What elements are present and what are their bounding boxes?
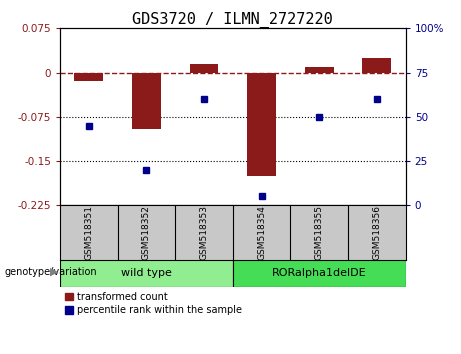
Bar: [305, 67, 334, 73]
Bar: [74, 73, 103, 81]
Bar: [247, 73, 276, 176]
Text: RORalpha1delDE: RORalpha1delDE: [272, 268, 366, 279]
Bar: [60, 260, 233, 287]
Legend: transformed count, percentile rank within the sample: transformed count, percentile rank withi…: [65, 292, 242, 315]
Text: wild type: wild type: [121, 268, 172, 279]
Text: GSM518351: GSM518351: [84, 205, 93, 260]
Text: GSM518352: GSM518352: [142, 205, 151, 260]
Title: GDS3720 / ILMN_2727220: GDS3720 / ILMN_2727220: [132, 12, 333, 28]
Bar: [132, 73, 161, 129]
Bar: [362, 58, 391, 73]
Bar: [189, 64, 219, 73]
Bar: [233, 260, 406, 287]
Text: GSM518354: GSM518354: [257, 205, 266, 260]
Text: GSM518356: GSM518356: [372, 205, 381, 260]
Text: ▶: ▶: [50, 267, 59, 277]
Text: genotype/variation: genotype/variation: [5, 267, 97, 277]
Text: GSM518355: GSM518355: [315, 205, 324, 260]
Text: GSM518353: GSM518353: [200, 205, 208, 260]
